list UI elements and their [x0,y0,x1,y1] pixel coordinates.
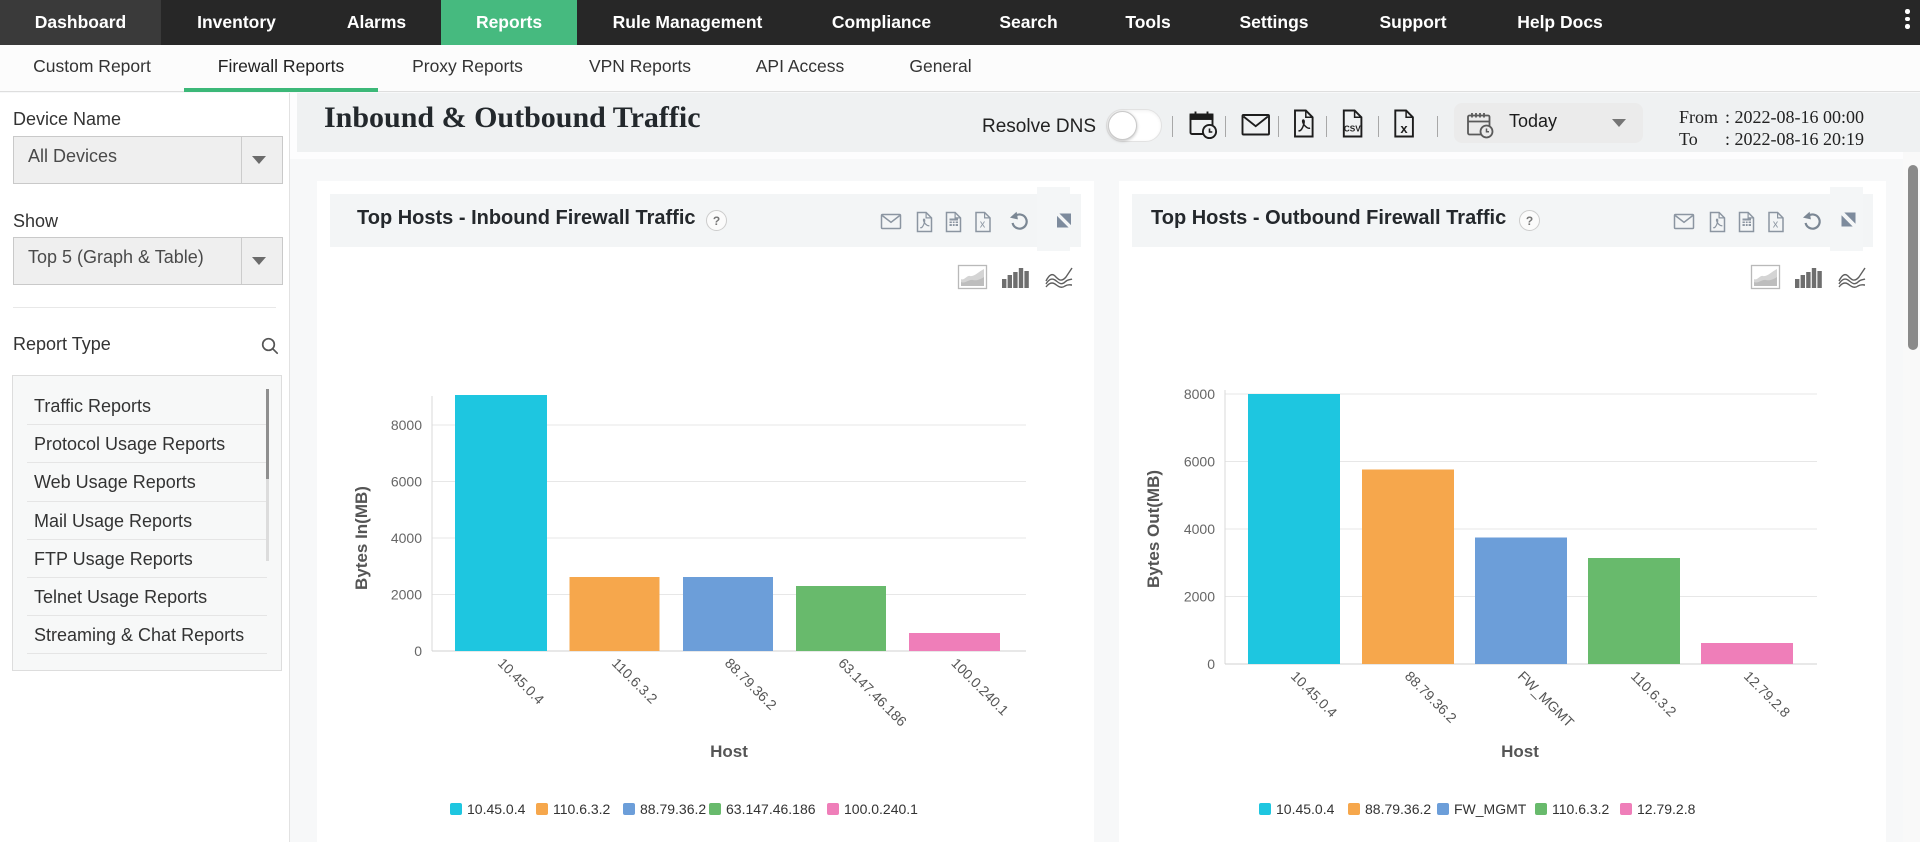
svg-text:x: x [980,219,986,231]
svg-text:6000: 6000 [1184,454,1215,470]
svg-text:110.6.3.2: 110.6.3.2 [609,655,661,707]
svg-text:10.45.0.4: 10.45.0.4 [1288,668,1341,721]
svg-text:88.79.36.2: 88.79.36.2 [1402,668,1460,726]
svg-text:4000: 4000 [1184,521,1215,537]
svg-text:12.79.2.8: 12.79.2.8 [1741,668,1794,721]
svg-text:110.6.3.2: 110.6.3.2 [1628,668,1680,720]
svg-text:0: 0 [414,643,422,659]
svg-text:Host: Host [1501,742,1539,761]
svg-text:10.45.0.4: 10.45.0.4 [1276,801,1335,817]
svg-text:x: x [1773,219,1779,231]
svg-text:Bytes In(MB): Bytes In(MB) [352,486,371,590]
svg-text:8000: 8000 [1184,386,1215,402]
svg-text:6000: 6000 [391,474,422,490]
svg-text:0: 0 [1207,656,1215,672]
svg-text:x: x [1400,121,1408,136]
svg-text:100.0.240.1: 100.0.240.1 [948,655,1012,719]
svg-text:CSV: CSV [1344,125,1361,134]
svg-text:12.79.2.8: 12.79.2.8 [1637,801,1696,817]
svg-text:63.147.46.186: 63.147.46.186 [726,801,816,817]
svg-text:88.79.36.2: 88.79.36.2 [722,655,780,713]
svg-text:FW_MGMT: FW_MGMT [1515,668,1578,731]
svg-text:Bytes Out(MB): Bytes Out(MB) [1144,470,1163,588]
svg-text:110.6.3.2: 110.6.3.2 [553,801,611,817]
svg-text:100.0.240.1: 100.0.240.1 [844,801,918,817]
svg-text:110.6.3.2: 110.6.3.2 [1552,801,1610,817]
svg-text:10.45.0.4: 10.45.0.4 [495,655,548,708]
svg-text:88.79.36.2: 88.79.36.2 [640,801,706,817]
svg-text:4000: 4000 [391,530,422,546]
svg-text:Host: Host [710,742,748,761]
svg-text:10.45.0.4: 10.45.0.4 [467,801,526,817]
svg-text:2000: 2000 [391,587,422,603]
svg-text:63.147.46.186: 63.147.46.186 [835,655,910,730]
svg-text:2000: 2000 [1184,589,1215,605]
svg-text:FW_MGMT: FW_MGMT [1454,801,1527,817]
svg-text:8000: 8000 [391,417,422,433]
svg-text:88.79.36.2: 88.79.36.2 [1365,801,1431,817]
